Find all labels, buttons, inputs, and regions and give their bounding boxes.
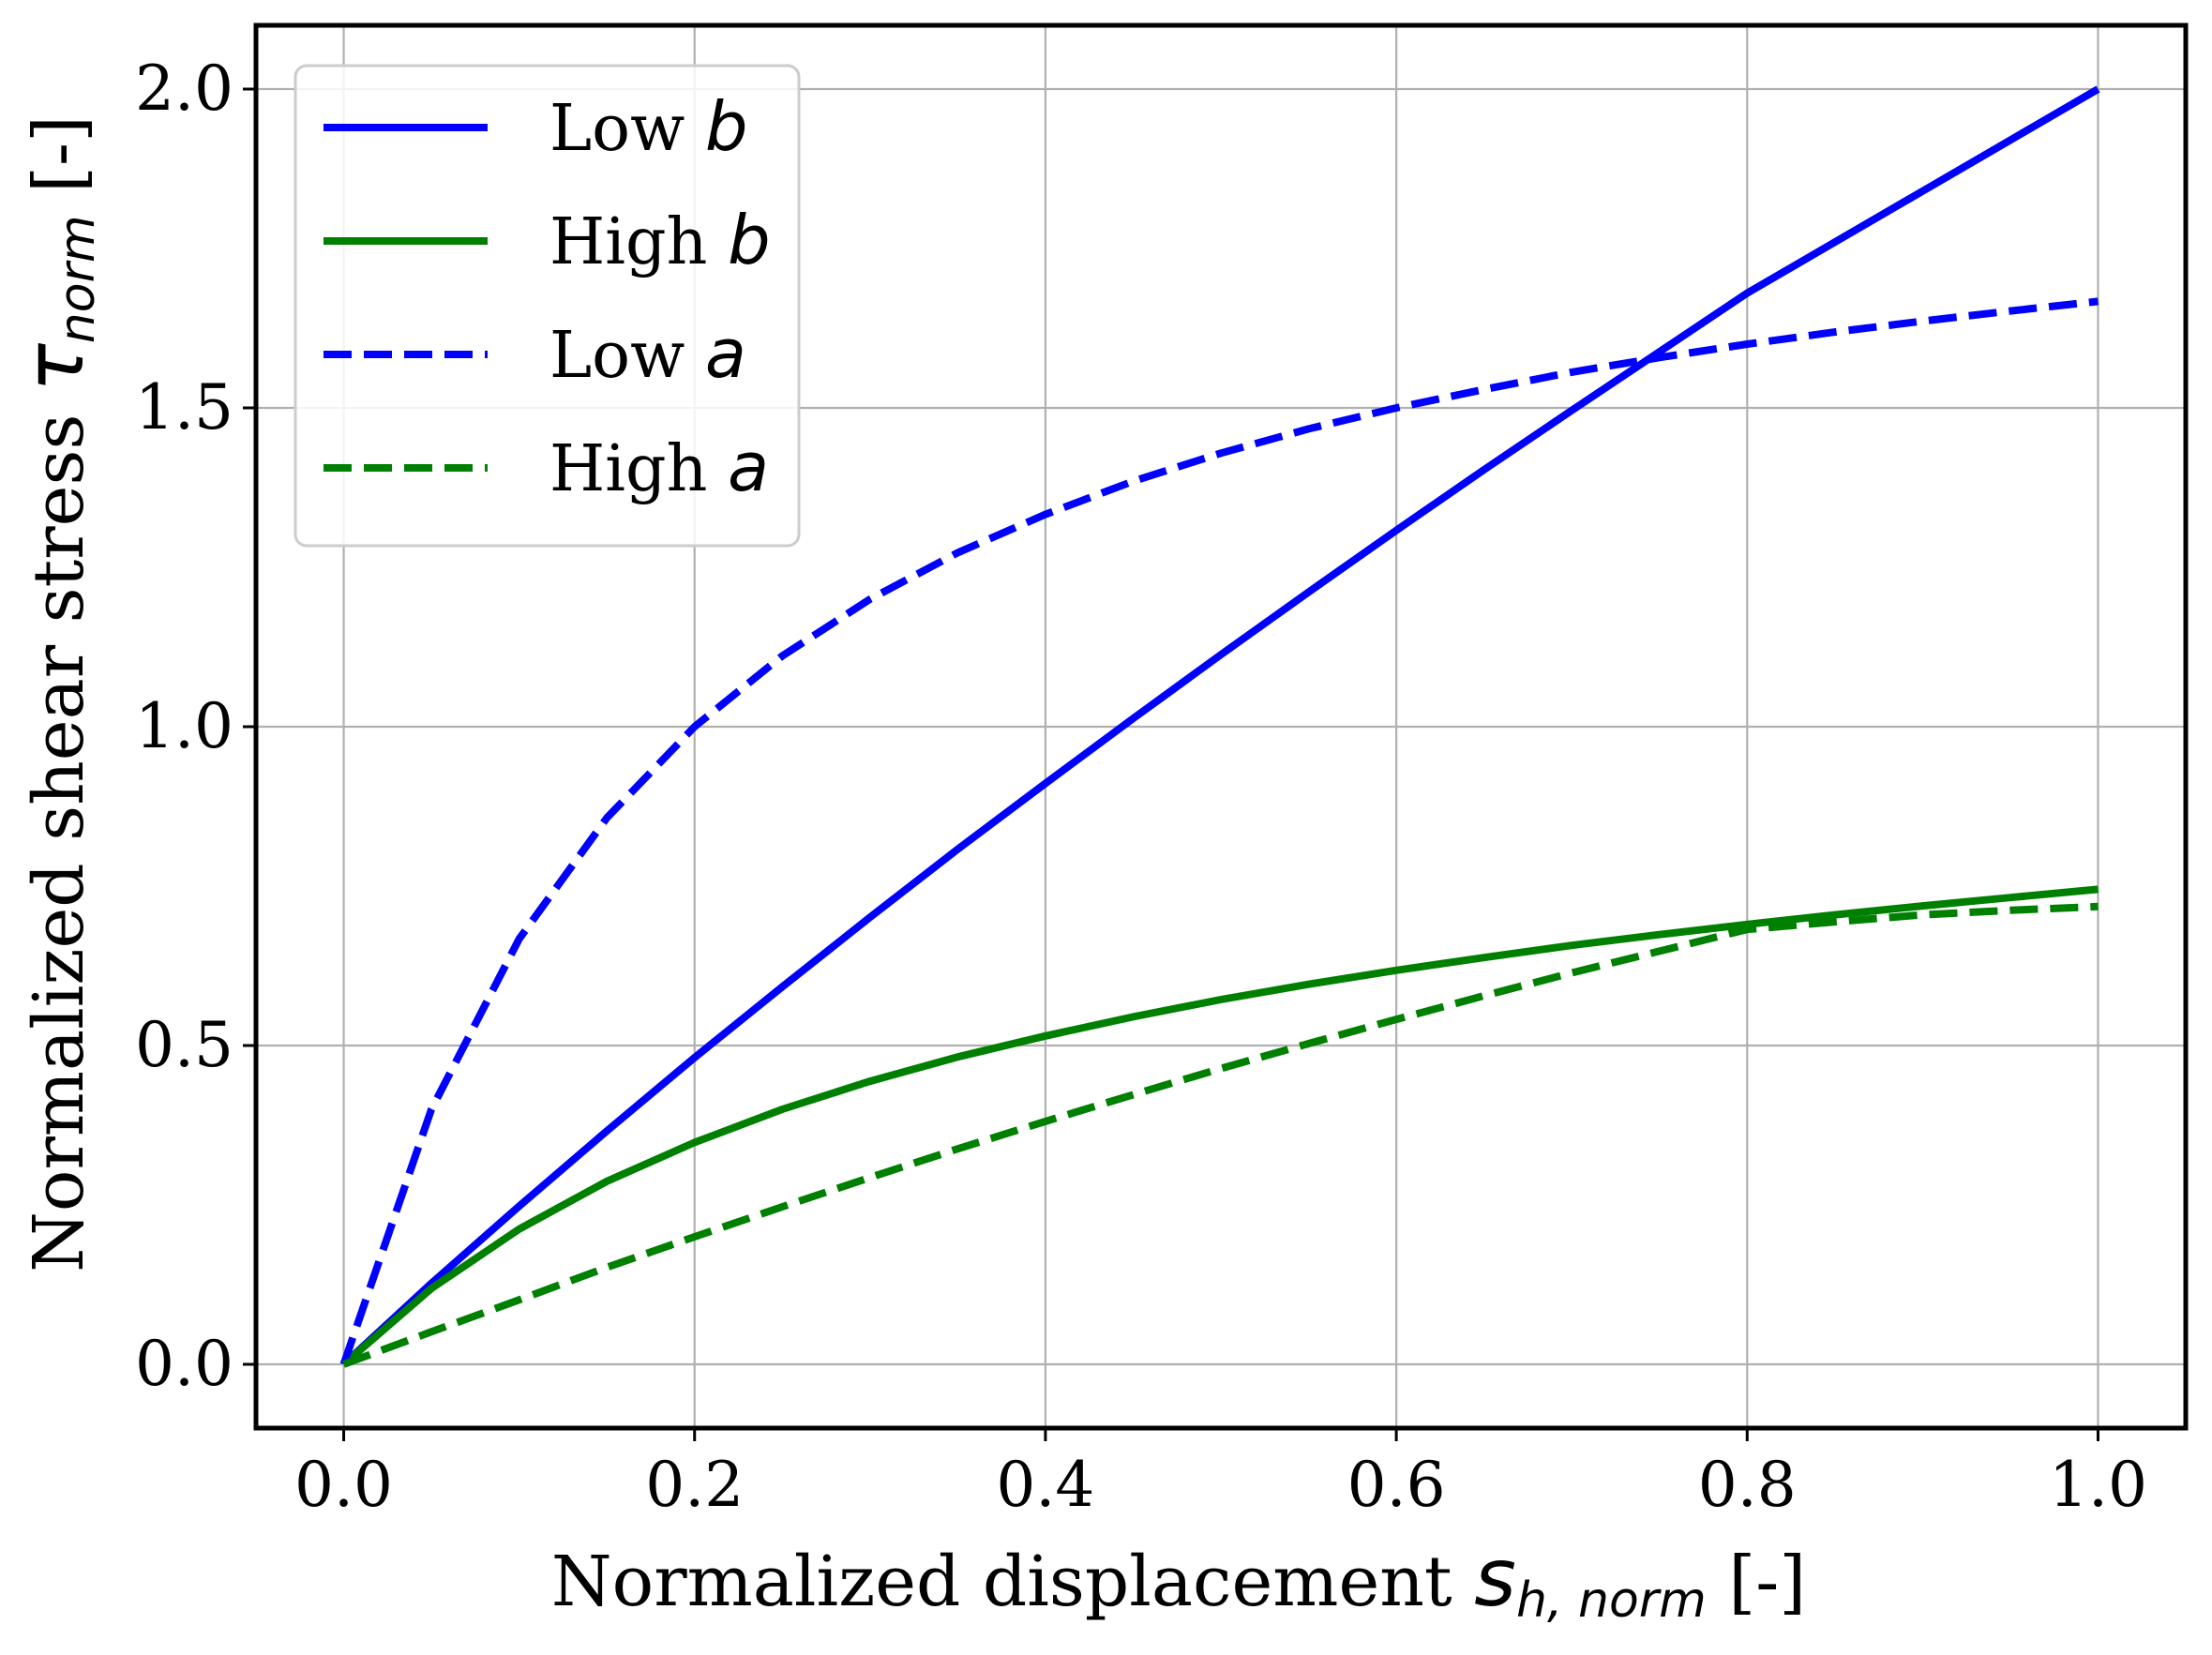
legend-label: Low b (549, 87, 748, 166)
x-tick-label: 0.6 (1347, 1449, 1446, 1521)
legend-label-text: High (549, 432, 728, 506)
legend-label-symbol: b (705, 87, 748, 166)
y-axis-title: Normalized shear stress τnorm [-] (8, 115, 106, 1272)
legend-label-text: Low (549, 319, 705, 393)
x-axis-title: Normalized displacement sh, norm [-] (551, 1531, 1806, 1629)
x-tick-label: 0.0 (294, 1449, 393, 1521)
series-layer (339, 85, 2100, 1368)
y-tick-label: 1.5 (135, 371, 233, 444)
y-tick-label: 2.0 (135, 53, 233, 125)
y-tick-label: 0.5 (135, 1009, 233, 1081)
x-tick-label: 1.0 (2049, 1449, 2147, 1521)
series-line-high-b (340, 885, 2099, 1368)
y-tick-label: 1.0 (135, 690, 233, 762)
series-line-low-a (339, 297, 2099, 1366)
x-tick-label: 0.2 (645, 1449, 744, 1521)
legend-label-text: Low (549, 92, 705, 166)
legend-label: Low a (549, 314, 746, 393)
series-line-low-b (340, 85, 2100, 1367)
legend-label-symbol: a (705, 314, 746, 393)
legend-label-text: High (549, 205, 728, 279)
legend-label: High b (549, 201, 771, 279)
x-tick-label: 0.4 (996, 1449, 1094, 1521)
y-tick-label: 0.0 (135, 1328, 233, 1400)
legend-label-symbol: a (728, 428, 769, 506)
x-tick-label: 0.8 (1698, 1449, 1797, 1521)
legend-label-symbol: b (728, 201, 771, 279)
legend-box (293, 64, 801, 548)
legend-label: High a (549, 428, 769, 506)
y-axis-ticks: 0.0 0.5 1.0 1.5 2.0 (135, 53, 256, 1400)
x-axis-ticks: 0.0 0.2 0.4 0.6 0.8 1.0 (294, 1428, 2147, 1521)
